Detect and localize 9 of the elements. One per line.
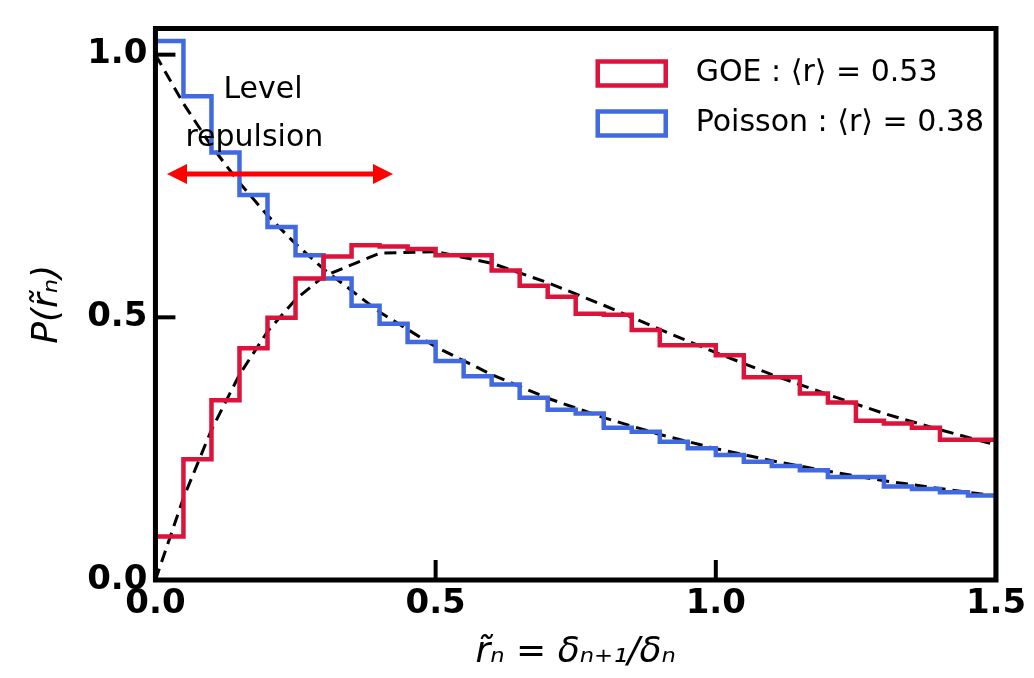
x-tick-label: 1.5 (965, 581, 1027, 622)
legend-label: Poisson : ⟨r⟩ = 0.38 (695, 103, 985, 139)
x-tick-label: 0.5 (405, 581, 466, 622)
y-tick-label: 1.0 (87, 31, 148, 72)
legend-label: GOE : ⟨r⟩ = 0.53 (695, 53, 938, 89)
y-tick-label: 0.5 (87, 294, 148, 335)
x-axis-title: r̃ₙ = δₙ₊₁/δₙ (475, 628, 676, 670)
y-axis-title: P(r̃ₙ) (23, 264, 65, 344)
x-tick-label: 1.0 (685, 581, 746, 622)
